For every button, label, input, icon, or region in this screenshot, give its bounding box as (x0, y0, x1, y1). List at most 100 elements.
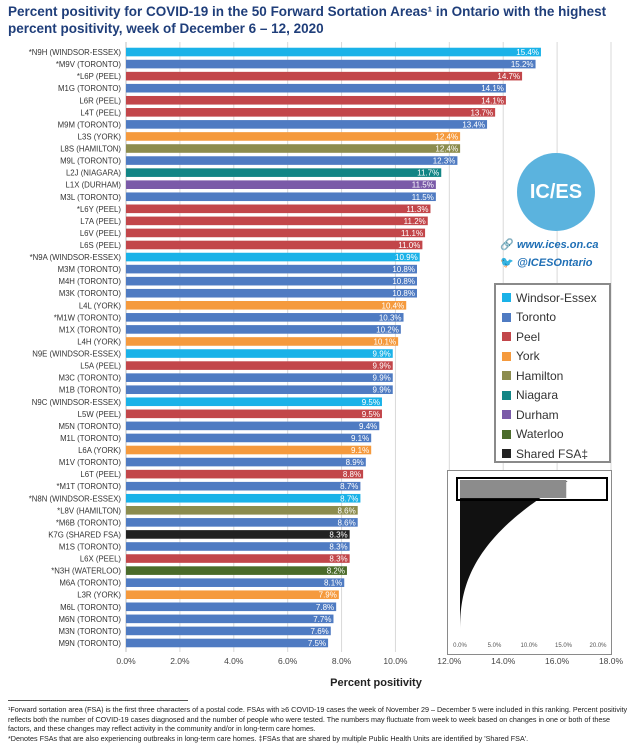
inset-distribution-bars (460, 481, 568, 629)
category-label: *L6P (PEEL) (77, 72, 121, 81)
category-label: M1X (TORONTO) (59, 325, 121, 334)
category-label: L4L (YORK) (79, 301, 122, 310)
legend-label: Toronto (516, 310, 557, 325)
x-tick-label: 8.0% (332, 656, 352, 666)
category-label: M6N (TORONTO) (58, 615, 121, 624)
category-label: L4H (YORK) (77, 337, 121, 346)
legend-swatch (502, 449, 511, 459)
legend-swatch (502, 351, 511, 361)
legend-label: Peel (516, 329, 541, 344)
data-label: 8.6% (337, 518, 355, 527)
category-label: M4H (TORONTO) (58, 277, 121, 286)
category-label: L3R (YORK) (77, 591, 121, 600)
category-label: *N9A (WINDSOR-ESSEX) (30, 253, 122, 262)
legend-item: Waterloo (502, 425, 609, 445)
category-label: M6A (TORONTO) (59, 579, 121, 588)
legend-swatch (502, 293, 511, 303)
data-label: 10.1% (373, 337, 396, 346)
data-label: 8.7% (340, 494, 358, 503)
twitter-handle[interactable]: 🐦 @ICESOntario (500, 256, 592, 269)
data-label: 10.8% (392, 289, 415, 298)
x-tick-labels: 0.0% 2.0% 4.0% 6.0% 8.0% 10.0% 12.0% 14.0% 16.0%… (116, 656, 623, 666)
data-label: 11.3% (406, 205, 428, 214)
bar (126, 554, 350, 563)
bars: 15.4% 15.2% 14.7% 14.1% 14.1% 13.7% 13.4% 12.4%… (126, 47, 541, 648)
bar (126, 397, 382, 407)
category-label: K7G (SHARED FSA) (48, 530, 121, 539)
data-label: 11.1% (401, 229, 423, 238)
data-label: 7.5% (308, 639, 326, 648)
bar (126, 300, 407, 310)
category-label: *L8V (HAMILTON) (57, 506, 121, 515)
bar (126, 518, 358, 527)
category-label: L7A (PEEL) (80, 217, 121, 226)
category-label: L8S (HAMILTON) (60, 145, 121, 154)
data-label: 12.3% (433, 157, 456, 166)
category-label: M3N (TORONTO) (58, 627, 121, 636)
legend-label: Windsor-Essex (516, 290, 597, 305)
category-label: *M1W (TORONTO) (54, 313, 122, 322)
bar (126, 602, 337, 612)
category-label: M3C (TORONTO) (58, 374, 121, 383)
twitter-bird-icon: 🐦 (500, 257, 514, 269)
category-label: L3S (YORK) (78, 132, 122, 141)
data-label: 7.6% (311, 627, 329, 636)
data-label: 13.7% (470, 108, 493, 117)
data-label: 8.2% (327, 567, 345, 576)
bar (126, 313, 404, 322)
data-label: 10.3% (379, 313, 402, 322)
legend-label: Durham (516, 407, 559, 422)
legend-item: Windsor-Essex (502, 288, 609, 308)
category-label: L6A (YORK) (78, 446, 121, 455)
legend-swatch (502, 332, 511, 342)
data-label: 9.4% (359, 422, 377, 431)
bar (126, 457, 366, 467)
bar (126, 578, 345, 587)
footnote-text-2: *Denotes FSAs that are also experiencing… (8, 733, 529, 743)
data-label: 9.1% (351, 434, 369, 443)
legend-swatch (502, 371, 511, 381)
bar (126, 47, 541, 57)
bar (126, 445, 372, 455)
category-label: L4T (PEEL) (80, 108, 121, 117)
category-label: *N3H (WATERLOO) (51, 567, 121, 576)
data-label: 11.5% (412, 193, 434, 202)
category-labels: *N9H (WINDSOR-ESSEX) *M9V (TORONTO) *L6P (… (29, 48, 122, 648)
legend-label: Niagara (516, 388, 559, 403)
website-link[interactable]: 🔗 www.ices.on.ca (500, 238, 598, 251)
legend-label: Waterloo (516, 427, 564, 442)
category-label: M1V (TORONTO) (59, 458, 121, 467)
data-label: 12.4% (435, 145, 458, 154)
bar (126, 156, 458, 165)
bar (126, 481, 361, 491)
footnote-rule (8, 700, 188, 701)
category-label: *N8N (WINDSOR-ESSEX) (29, 494, 122, 503)
legend-item: Toronto (502, 308, 609, 328)
inset-tick-label: 5.0% (488, 643, 502, 649)
inset-svg: 0.0% 5.0% 10.0% 15.0% 20.0% (453, 477, 608, 649)
legend-swatch (502, 390, 511, 400)
data-label: 10.4% (382, 301, 405, 310)
bar (126, 59, 536, 69)
bar (126, 566, 347, 575)
bar (126, 337, 399, 346)
category-label: M6L (TORONTO) (60, 603, 121, 612)
data-label: 8.1% (324, 579, 342, 588)
bar (126, 361, 393, 370)
bar (126, 228, 426, 238)
data-label: 10.9% (395, 253, 418, 262)
data-label: 12.4% (435, 132, 458, 141)
category-label: L6T (PEEL) (80, 470, 121, 479)
bar (126, 240, 423, 250)
bar (126, 638, 329, 648)
bar-chart: 15.4% 15.2% 14.7% 14.1% 14.1% 13.7% 13.4% 12.4%… (29, 42, 623, 689)
data-label: 14.1% (481, 84, 504, 93)
data-label: 8.6% (337, 506, 355, 515)
category-label: *M6B (TORONTO) (56, 518, 122, 527)
category-label: L6V (PEEL) (80, 229, 122, 238)
inset-tick-label: 15.0% (555, 643, 573, 649)
data-label: 13.4% (462, 120, 485, 129)
bar (126, 385, 393, 395)
category-label: L5W (PEEL) (78, 410, 122, 419)
bar (126, 590, 339, 600)
